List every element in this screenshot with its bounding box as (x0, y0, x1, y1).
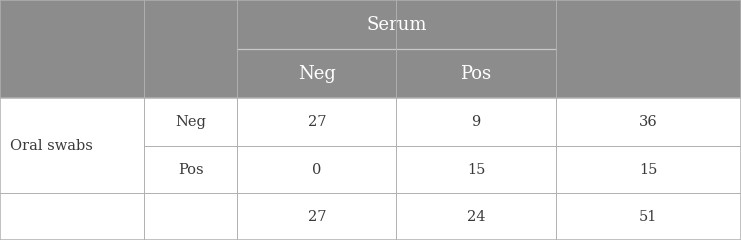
Bar (237, 98, 396, 146)
Bar (237, 146, 396, 193)
Text: 15: 15 (639, 163, 657, 177)
Text: Serum: Serum (366, 16, 427, 34)
Bar (144, 193, 237, 240)
Bar (396, 49, 556, 98)
Bar (0, 0, 237, 49)
Text: Pos: Pos (178, 163, 204, 177)
Bar (144, 98, 237, 146)
Text: 51: 51 (639, 210, 657, 224)
Text: 15: 15 (467, 163, 485, 177)
Bar (0, 146, 144, 193)
Bar (556, 49, 741, 98)
Bar (237, 193, 396, 240)
Text: Pos: Pos (460, 65, 492, 83)
Text: 24: 24 (467, 210, 485, 224)
Bar (396, 98, 556, 146)
Bar (556, 0, 741, 49)
Text: Neg: Neg (176, 115, 206, 129)
Bar (0, 98, 144, 146)
Text: 36: 36 (639, 115, 658, 129)
Bar (0, 193, 144, 240)
Text: 27: 27 (308, 115, 326, 129)
Text: Neg: Neg (298, 65, 336, 83)
Bar (556, 98, 741, 146)
Bar (237, 0, 556, 49)
Bar (144, 146, 237, 193)
Bar (556, 193, 741, 240)
Bar (237, 49, 396, 98)
Text: 27: 27 (308, 210, 326, 224)
Bar (556, 146, 741, 193)
Bar (396, 193, 556, 240)
Text: Oral swabs: Oral swabs (10, 139, 93, 153)
Bar (396, 146, 556, 193)
Text: 0: 0 (312, 163, 322, 177)
Text: 9: 9 (471, 115, 481, 129)
Bar (0, 49, 237, 98)
